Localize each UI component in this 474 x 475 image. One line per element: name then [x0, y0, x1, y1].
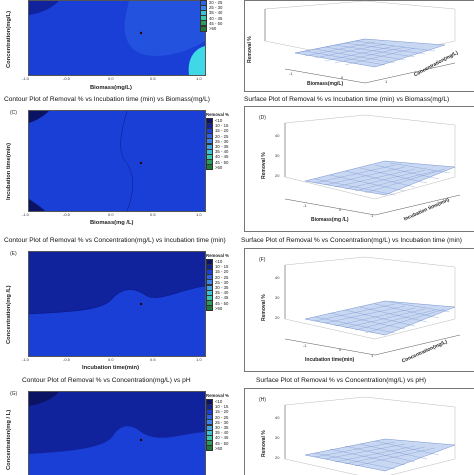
- x-tick: -0.5: [63, 357, 70, 362]
- surface-plot-f: (F) 40 30 20 Removal % -1 0 1 Incubation…: [244, 248, 474, 372]
- surface-xlabel-d: Biomass(mg /L): [311, 217, 349, 223]
- contour-title-b: Contour Plot of Removal % vs Incubation …: [4, 96, 210, 103]
- z-tick: 40: [275, 133, 280, 138]
- legend-e: Removal % <10 10 - 15 15 - 20 20 - 25 25…: [206, 253, 240, 312]
- z-tick: 20: [275, 315, 280, 320]
- contour-regions-a: [29, 1, 205, 75]
- z-tick: 30: [275, 295, 280, 300]
- contour-plot-g: [28, 391, 206, 475]
- panel-tag-d: (D): [259, 115, 266, 121]
- surface-title-b: Surface Plot of Removal % vs Incubation …: [244, 96, 450, 103]
- panel-tag-c: (C): [10, 110, 17, 116]
- x-tick: 1: [385, 79, 388, 84]
- legend-partial-a: 20 - 25 25 - 30 35 - 40 40 - 45 45 - 50 …: [200, 0, 228, 32]
- surface-mesh-h: [284, 396, 456, 475]
- z-tick: 30: [275, 153, 280, 158]
- x-tick: 0.5: [150, 357, 156, 362]
- contour-ylabel-g: Concentration(mg / L): [6, 409, 12, 470]
- z-tick: 40: [275, 415, 280, 420]
- surface-title-f: Surface Plot of Removal % vs Concentrati…: [241, 237, 462, 244]
- z-tick: 40: [275, 275, 280, 280]
- contour-ylabel-e: Concentration(mg /L): [6, 285, 12, 344]
- surface-xlabel-f: Incubation time(min): [305, 357, 355, 363]
- surface-zlabel-a: Removal %: [247, 36, 253, 63]
- surface-zlabel-f: Removal %: [261, 294, 267, 321]
- legend-row: >50: [206, 445, 240, 452]
- x-tick: 0.5: [150, 212, 156, 217]
- z-tick: 30: [275, 435, 280, 440]
- x-tick: 1.0: [196, 76, 202, 81]
- x-tick: -1: [289, 71, 293, 76]
- x-tick: 1.0: [196, 357, 202, 362]
- contour-plot-c: [28, 110, 206, 212]
- contour-plot-e: [28, 251, 206, 357]
- x-tick: -1.0: [22, 357, 29, 362]
- surface-xlabel-a: Biomass(mg/L): [307, 81, 344, 87]
- surface-zlabel-h: Removal %: [261, 430, 267, 457]
- surface-plot-a: Removal % -1 0 1 Biomass(mg/L) Concentra…: [244, 0, 474, 92]
- x-tick: 0: [339, 207, 342, 212]
- legend-row: >50: [206, 305, 240, 312]
- x-tick: 0.0: [108, 357, 114, 362]
- x-tick: 0: [341, 75, 344, 80]
- contour-regions-e: [29, 252, 205, 315]
- x-tick: -0.5: [63, 76, 70, 81]
- x-tick: 1: [371, 353, 374, 358]
- contour-xlabel-a: Biomass(mg/L): [90, 85, 132, 91]
- panel-tag-g: (G): [10, 391, 18, 397]
- contour-ylabel-c: Incubation time(min): [6, 142, 12, 200]
- surface-mesh-d: [284, 114, 461, 216]
- surface-plot-h: (H) 40 30 20 Removal %: [244, 388, 474, 475]
- x-tick: 0: [339, 347, 342, 352]
- legend-title: Removal %: [206, 112, 229, 117]
- z-tick: 20: [275, 173, 280, 178]
- x-tick: 0.0: [108, 212, 114, 217]
- panel-tag-e: (E): [10, 251, 17, 257]
- x-tick: -1.0: [22, 212, 29, 217]
- x-tick: -1: [303, 343, 307, 348]
- legend-title: Removal %: [206, 393, 229, 398]
- legend-title: Removal %: [206, 253, 229, 258]
- x-tick: 1: [371, 213, 374, 218]
- contour-title-g: Contour Plot of Removal % vs Concentrati…: [22, 377, 191, 384]
- panel-tag-h: (H): [259, 397, 266, 403]
- panel-tag-f: (F): [259, 257, 266, 263]
- contour-ylabel-a: Concentration(mg/L): [6, 11, 12, 68]
- contour-title-e: Contour Plot of Removal % vs Concentrati…: [4, 237, 226, 244]
- surface-zlabel-d: Removal %: [261, 152, 267, 179]
- legend-row: >50: [200, 25, 228, 32]
- contour-plot-a: [28, 0, 206, 76]
- contour-xlabel-e: Incubation time(min): [82, 365, 140, 371]
- x-tick: -1: [303, 203, 307, 208]
- x-tick: 1.0: [196, 212, 202, 217]
- x-tick: -0.5: [63, 212, 70, 217]
- contour-regions-g: [29, 392, 205, 454]
- z-tick: 20: [275, 455, 280, 460]
- x-tick: 0.0: [108, 76, 114, 81]
- surface-mesh-a: [264, 1, 456, 84]
- legend-row: >50: [206, 164, 240, 171]
- x-tick: -1.0: [22, 76, 29, 81]
- x-tick: 0.5: [150, 76, 156, 81]
- legend-g: Removal % <10 10 - 15 15 - 20 20 - 25 25…: [206, 393, 240, 452]
- surface-mesh-f: [284, 256, 461, 356]
- contour-xlabel-c: Biomass(mg /L): [90, 220, 134, 226]
- legend-c: Removal % <10 10 - 15 15 - 20 20 - 25 25…: [206, 112, 240, 171]
- surface-title-h: Surface Plot of Removal % vs Concentrati…: [256, 377, 427, 384]
- contour-regions-c: [29, 111, 143, 211]
- surface-plot-d: (D) 40 30 20 Removal % -1 0 1 Biomass(mg…: [244, 106, 474, 232]
